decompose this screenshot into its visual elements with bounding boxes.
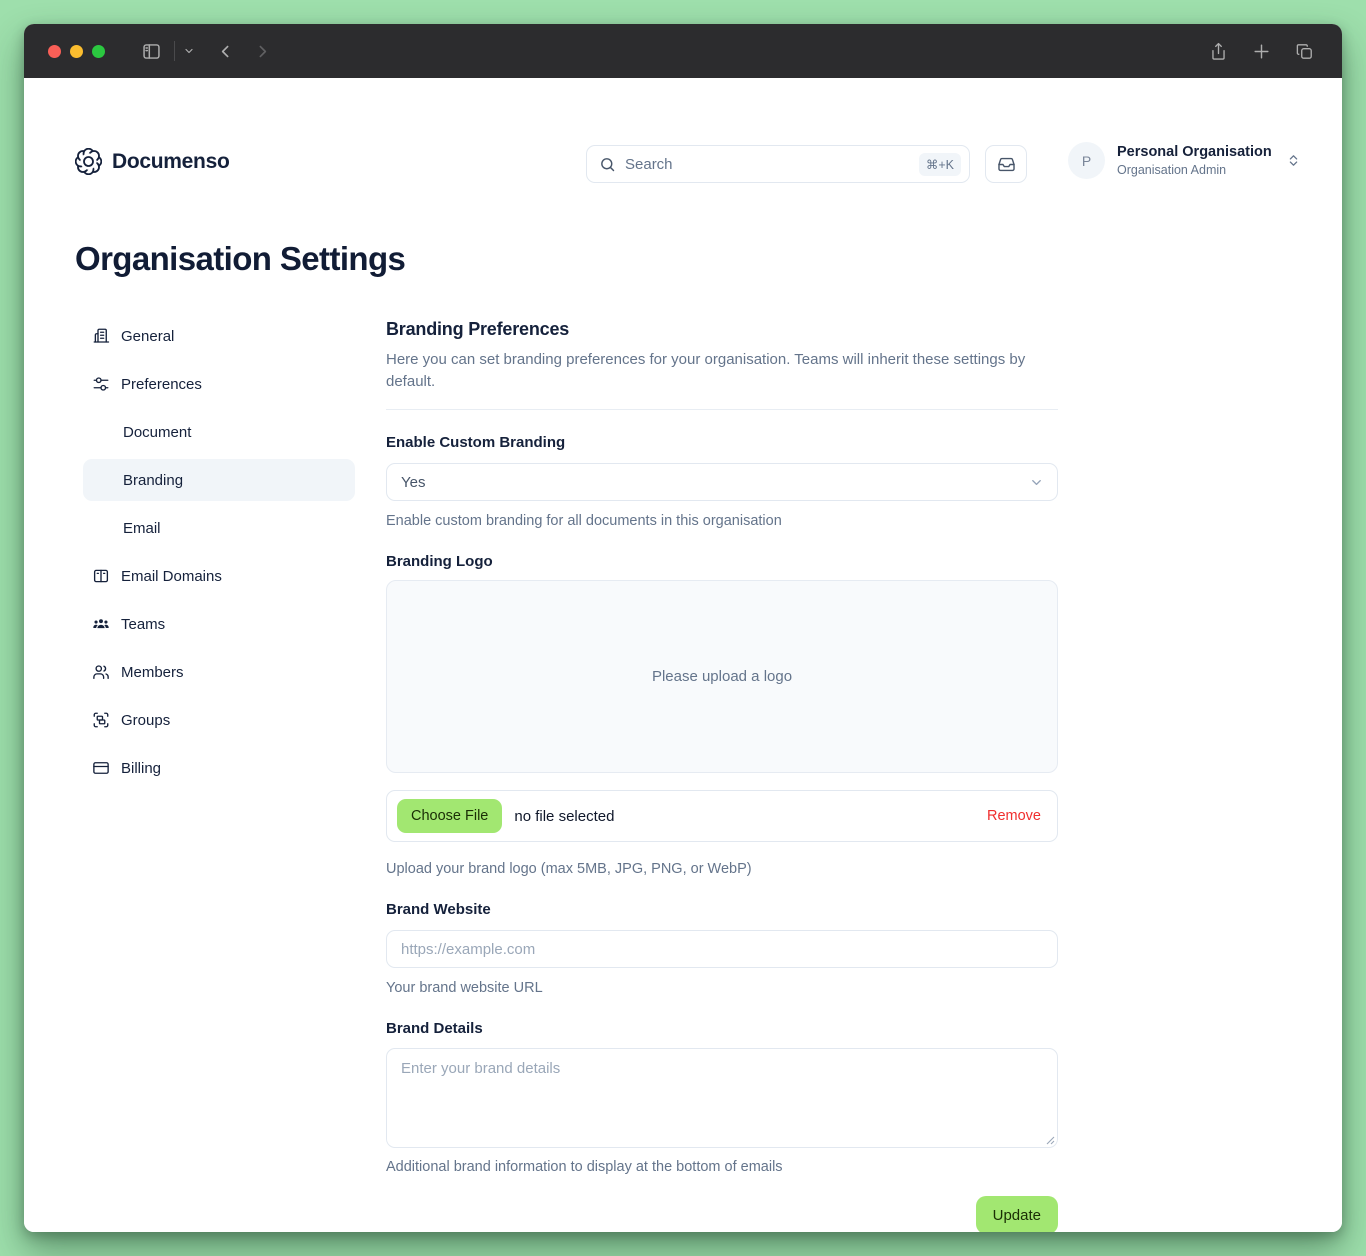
settings-nav: General Preferences Document Branding Em… (83, 315, 355, 795)
file-status-text: no file selected (514, 807, 615, 825)
resize-grip-icon[interactable] (1045, 1135, 1055, 1145)
building-icon (92, 327, 110, 345)
group-frame-icon (92, 711, 110, 729)
sidebar-item-email-domains[interactable]: Email Domains (83, 555, 355, 597)
tab-overview-icon[interactable] (1295, 42, 1314, 61)
documenso-logo-icon (75, 148, 102, 175)
organisation-role: Organisation Admin (1117, 163, 1227, 177)
search-bar[interactable]: ⌘+K (586, 145, 970, 183)
enable-custom-branding-label: Enable Custom Branding (386, 434, 566, 451)
sidebar-item-general[interactable]: General (83, 315, 355, 357)
back-icon[interactable] (217, 43, 234, 60)
avatar: P (1068, 142, 1105, 179)
sidebar-item-email[interactable]: Email (83, 507, 355, 549)
brand-details-textarea[interactable] (386, 1048, 1058, 1148)
people-group-icon (92, 615, 110, 633)
enable-custom-branding-select[interactable]: Yes (386, 463, 1058, 501)
brand-website-input[interactable] (386, 930, 1058, 968)
sidebar-item-label: Billing (121, 759, 162, 777)
sidebar-item-preferences[interactable]: Preferences (83, 363, 355, 405)
browser-window: Documenso ⌘+K P Personal Organisation Or… (24, 24, 1342, 1232)
inbox-button[interactable] (985, 145, 1027, 183)
chevrons-up-down-icon (1286, 153, 1301, 168)
brand-website-label: Brand Website (386, 901, 491, 918)
share-icon[interactable] (1209, 42, 1228, 61)
sidebar-item-label: Preferences (121, 375, 202, 393)
branding-logo-label: Branding Logo (386, 553, 493, 570)
search-icon (599, 156, 616, 173)
page-title: Organisation Settings (75, 240, 406, 277)
sidebar-item-label: Members (121, 663, 184, 681)
browser-titlebar (24, 24, 1342, 78)
app-canvas: Documenso ⌘+K P Personal Organisation Or… (24, 78, 1342, 1232)
credit-card-icon (92, 759, 110, 777)
chevron-down-icon (1029, 475, 1044, 490)
sidebar-item-groups[interactable]: Groups (83, 699, 355, 741)
choose-file-button[interactable]: Choose File (397, 799, 503, 833)
organisation-name: Personal Organisation (1117, 144, 1272, 160)
documenso-logo[interactable]: Documenso (75, 148, 230, 175)
sidebar-item-billing[interactable]: Billing (83, 747, 355, 789)
organisation-switcher[interactable]: P Personal Organisation Organisation Adm… (1068, 142, 1301, 179)
sidebar-toggle-icon[interactable] (141, 41, 162, 62)
sidebar-item-label: Branding (123, 471, 184, 489)
sidebar-item-label: Document (123, 423, 192, 441)
titlebar-divider (174, 41, 175, 61)
brand-name: Documenso (112, 149, 230, 173)
sidebar-item-label: Email Domains (121, 567, 222, 585)
sidebar-item-teams[interactable]: Teams (83, 603, 355, 645)
close-window-button[interactable] (48, 44, 61, 58)
branding-preferences-section: Branding Preferences Here you can set br… (386, 319, 1058, 1232)
sidebar-item-label: Teams (121, 615, 166, 633)
update-button[interactable]: Update (975, 1196, 1058, 1232)
search-input[interactable] (625, 155, 919, 173)
sliders-icon (92, 375, 110, 393)
search-shortcut-badge: ⌘+K (918, 152, 961, 176)
brand-website-help: Your brand website URL (386, 980, 543, 996)
select-value: Yes (401, 473, 426, 491)
new-tab-icon[interactable] (1252, 42, 1271, 61)
logo-dropzone[interactable]: Please upload a logo (386, 580, 1058, 773)
forward-icon (254, 43, 271, 60)
brand-details-label: Brand Details (386, 1020, 483, 1037)
logo-dropzone-text: Please upload a logo (651, 668, 793, 685)
brand-details-help: Additional brand information to display … (386, 1159, 783, 1175)
inbox-icon (997, 155, 1016, 174)
sidebar-item-label: General (121, 327, 175, 345)
sidebar-chevron-icon[interactable] (183, 45, 195, 57)
window-controls (48, 44, 105, 58)
section-description: Here you can set branding preferences fo… (386, 351, 1026, 390)
section-divider (386, 409, 1058, 410)
enable-custom-branding-help: Enable custom branding for all documents… (386, 513, 782, 529)
sidebar-item-label: Groups (121, 711, 171, 729)
book-panel-icon (92, 567, 110, 585)
maximize-window-button[interactable] (92, 44, 105, 58)
branding-logo-help: Upload your brand logo (max 5MB, JPG, PN… (386, 861, 752, 877)
sidebar-item-label: Email (123, 519, 161, 537)
section-title: Branding Preferences (386, 319, 570, 339)
remove-logo-link[interactable]: Remove (987, 808, 1041, 824)
sidebar-item-members[interactable]: Members (83, 651, 355, 693)
sidebar-item-document[interactable]: Document (83, 411, 355, 453)
users-icon (92, 663, 110, 681)
sidebar-item-branding[interactable]: Branding (83, 459, 355, 501)
logo-file-input: Choose File no file selected Remove (386, 790, 1058, 842)
minimize-window-button[interactable] (70, 44, 83, 58)
